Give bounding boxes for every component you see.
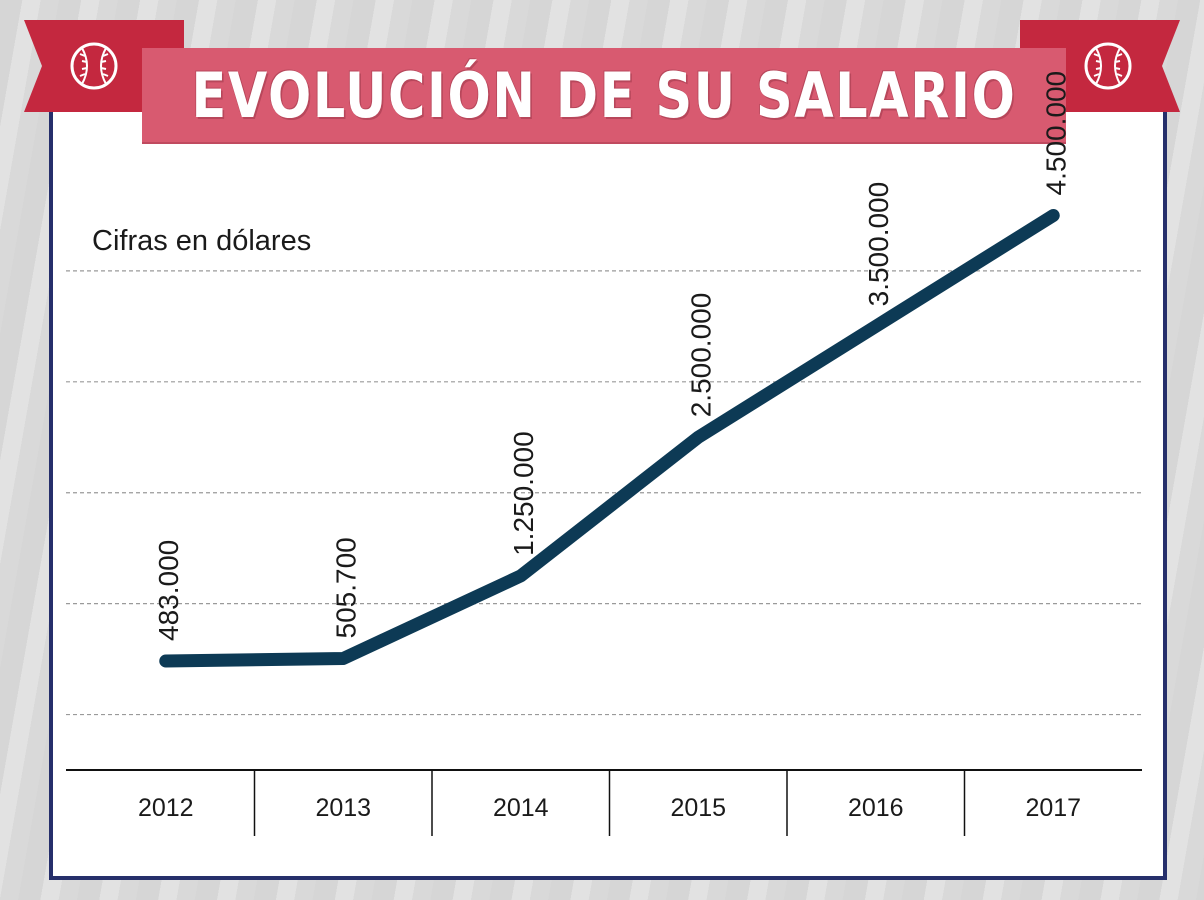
unit-label: Cifras en dólares — [92, 225, 311, 257]
x-tick-label: 2015 — [670, 794, 726, 822]
x-axis — [66, 769, 1142, 836]
data-label: 2.500.000 — [685, 293, 716, 418]
value-labels: 483.000 505.700 1.250.000 2.500.000 3.500.00… — [153, 71, 1072, 641]
chart-panel — [49, 92, 1167, 880]
title-banner: EVOLUCIÓN DE SU SALARIO — [142, 48, 1066, 142]
x-tick-label: 2014 — [493, 794, 549, 822]
data-label: 3.500.000 — [863, 182, 894, 307]
baseball-icon — [1084, 42, 1132, 90]
chart-title: EVOLUCIÓN DE SU SALARIO — [191, 58, 1017, 132]
data-label: 505.700 — [330, 537, 361, 638]
x-tick-label: 2012 — [138, 794, 194, 822]
data-label: 4.500.000 — [1040, 71, 1071, 196]
x-tick-label: 2013 — [315, 794, 371, 822]
x-tick-label: 2016 — [848, 794, 904, 822]
baseball-icon — [70, 42, 118, 90]
salary-series-line — [159, 208, 1060, 668]
data-label: 483.000 — [153, 540, 184, 641]
gridlines — [66, 270, 1142, 716]
data-label: 1.250.000 — [508, 431, 539, 556]
year-labels: 2012 2013 2014 2015 2016 2017 — [138, 794, 1081, 822]
x-tick-label: 2017 — [1025, 794, 1081, 822]
